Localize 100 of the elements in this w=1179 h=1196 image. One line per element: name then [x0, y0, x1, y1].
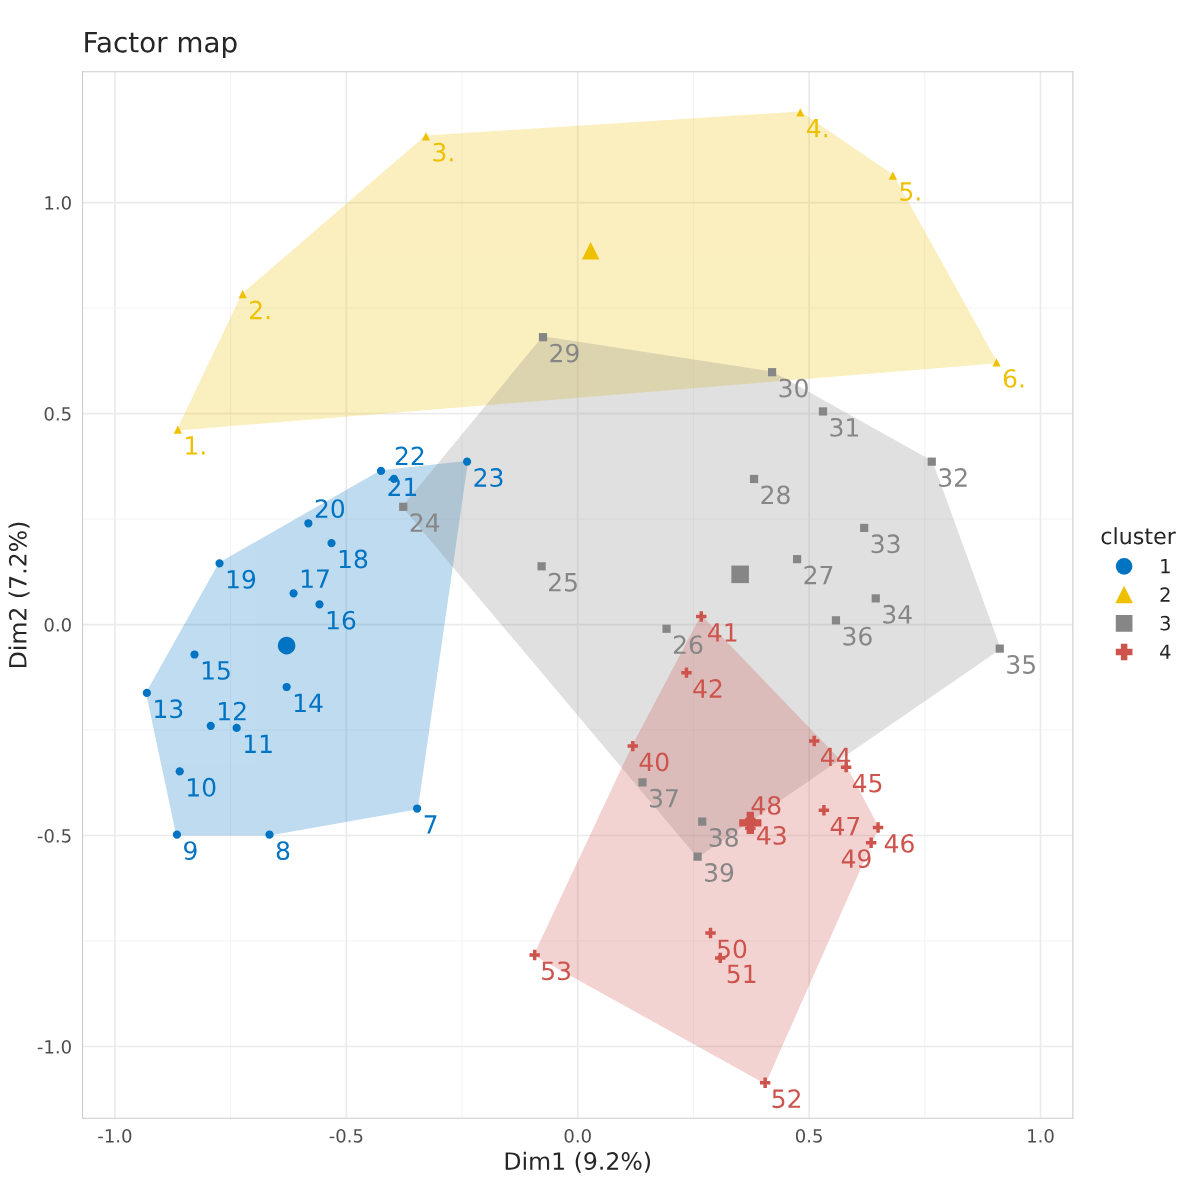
- point: [693, 852, 702, 861]
- point: [792, 555, 802, 564]
- annotation: 27: [804, 565, 833, 585]
- point: [282, 682, 291, 692]
- annotation: 12: [219, 701, 246, 721]
- point: [190, 650, 199, 659]
- annotation: 22: [395, 446, 424, 466]
- annotation: 26: [673, 635, 703, 655]
- point: [705, 927, 716, 939]
- point: [818, 407, 828, 416]
- x-axis-title: Dim1 (9.2%): [505, 1151, 651, 1173]
- annotation: 14: [294, 693, 323, 712]
- legend-label: 4: [1160, 644, 1171, 659]
- annotation: 49: [841, 849, 871, 869]
- point: [860, 523, 869, 533]
- annotation: 17: [301, 569, 329, 588]
- annotation: 20: [315, 499, 345, 519]
- point: [304, 519, 313, 528]
- point: [995, 644, 1004, 653]
- annotation: 37: [649, 788, 678, 808]
- annotation: 23: [474, 468, 503, 488]
- annotation: 36: [843, 626, 872, 646]
- annotation: 31: [830, 417, 859, 437]
- point: [399, 502, 408, 511]
- annotation: 40: [639, 752, 669, 772]
- y-tick-label: 0.5: [44, 407, 71, 421]
- annotation: 2.: [250, 300, 270, 320]
- annotation: 8: [276, 841, 290, 861]
- point: [696, 611, 707, 622]
- x-tick-label: 1.0: [1028, 1129, 1054, 1143]
- point: [327, 539, 336, 548]
- point: [421, 132, 431, 141]
- point: [529, 949, 540, 961]
- point: [537, 562, 546, 571]
- legend-label: 1: [1161, 559, 1170, 574]
- point: [767, 368, 777, 377]
- annotation: 19: [227, 569, 256, 589]
- y-tick-label: -0.5: [37, 829, 71, 843]
- annotation: 5.: [900, 182, 920, 201]
- annotation: 41: [708, 623, 737, 642]
- annotation: 11: [244, 734, 272, 753]
- annotation: 24: [410, 513, 440, 532]
- annotation: 32: [939, 468, 967, 488]
- annotation: 4.: [807, 119, 828, 138]
- annotation: 38: [709, 828, 738, 847]
- annotation: 15: [202, 661, 230, 680]
- annotation: 10: [188, 777, 216, 797]
- point: [277, 636, 296, 655]
- point: [376, 466, 386, 476]
- point: [818, 805, 830, 816]
- annotation: 47: [830, 816, 860, 836]
- annotation: 39: [705, 863, 734, 882]
- point: [173, 425, 182, 434]
- point: [662, 624, 671, 633]
- x-tick-label: 0.0: [564, 1129, 591, 1143]
- x-tick-label: -0.5: [329, 1129, 363, 1143]
- annotation: 29: [550, 343, 579, 363]
- x-tick-label: 0.5: [795, 1129, 822, 1143]
- annotation: 33: [871, 534, 900, 554]
- annotation: 18: [339, 549, 368, 569]
- point: [681, 667, 692, 678]
- annotation: 53: [542, 961, 571, 981]
- annotation: 51: [727, 964, 756, 984]
- point: [265, 830, 274, 839]
- point: [888, 171, 897, 180]
- point: [175, 767, 184, 776]
- annotation: 6.: [1003, 368, 1024, 388]
- annotation: 46: [884, 833, 914, 853]
- annotation: 13: [155, 699, 183, 719]
- point: [232, 723, 241, 733]
- annotation: 3.: [433, 142, 453, 162]
- annotation: 30: [779, 378, 808, 398]
- annotation: 45: [852, 773, 882, 793]
- point: [698, 817, 707, 826]
- annotation: 16: [327, 610, 356, 630]
- point: [865, 837, 877, 848]
- annotation: 52: [772, 1089, 800, 1109]
- annotation: 35: [1007, 655, 1035, 674]
- point: [627, 740, 638, 752]
- y-tick-label: 1.0: [45, 196, 71, 210]
- annotation: 43: [757, 825, 786, 845]
- point: [289, 589, 298, 598]
- point: [809, 735, 820, 747]
- y-tick-label: -1.0: [37, 1039, 71, 1054]
- point: [871, 594, 880, 603]
- y-tick-label: 0.0: [44, 618, 71, 632]
- annotation: 48: [751, 795, 781, 815]
- point: [413, 804, 422, 813]
- point: [142, 688, 151, 698]
- point: [215, 559, 224, 568]
- legend-label: 2: [1160, 587, 1170, 602]
- point: [315, 600, 324, 609]
- point: [172, 830, 182, 839]
- point: [538, 333, 548, 342]
- point: [759, 1077, 771, 1089]
- y-axis-title: Dim2 (7.2%): [8, 522, 30, 668]
- legend-label: 3: [1160, 615, 1170, 631]
- x-tick-label: -1.0: [98, 1129, 132, 1143]
- annotation: 7: [424, 815, 437, 834]
- annotation: 42: [693, 679, 722, 698]
